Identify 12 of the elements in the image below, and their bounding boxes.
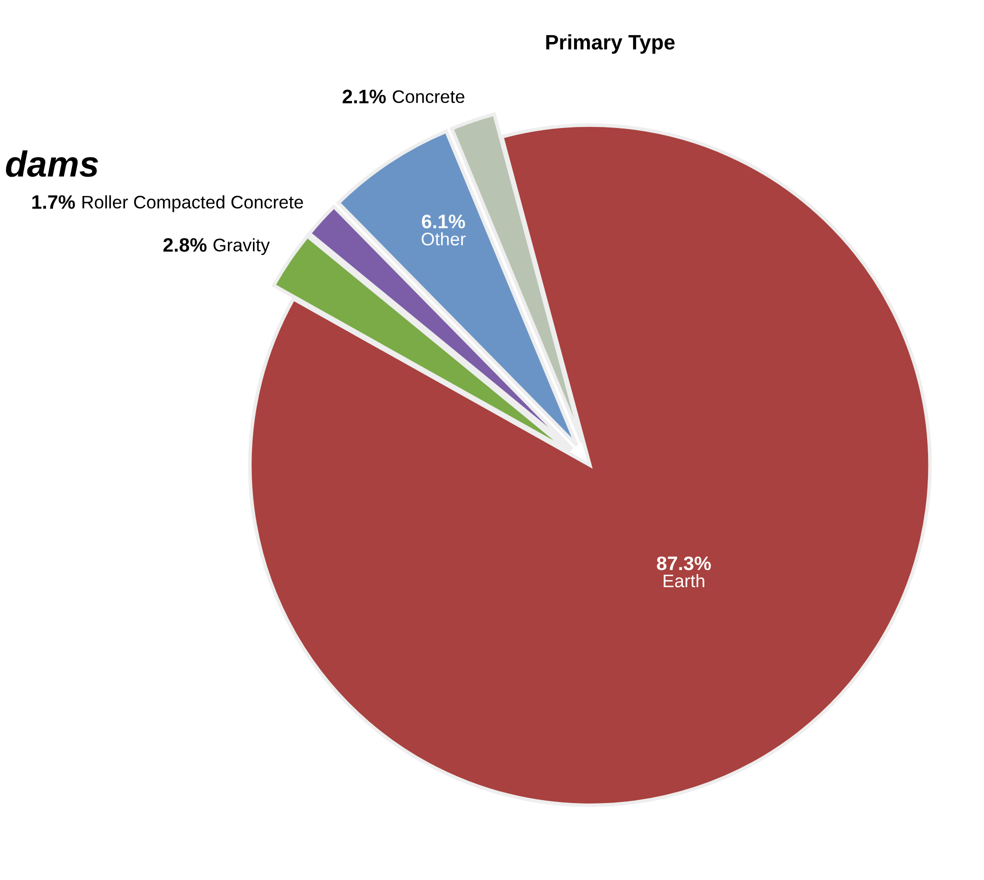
slice-label: Earth: [664, 574, 704, 588]
slice-label: Gravity: [214, 238, 270, 256]
text: dams: [6, 150, 98, 177]
slice-label: Concrete: [392, 90, 464, 104]
data-label: 2.1%: [342, 90, 386, 104]
data-label: 2.8%: [163, 238, 207, 252]
slice-label: Roller Compacted Concrete: [82, 195, 303, 212]
chart-title: Primary Type: [546, 34, 675, 54]
slice-label: Other: [422, 232, 466, 246]
data-label: 1.7%: [32, 195, 75, 209]
data-label: 87.3%: [656, 556, 711, 570]
data-label: 6.1%: [422, 214, 466, 228]
